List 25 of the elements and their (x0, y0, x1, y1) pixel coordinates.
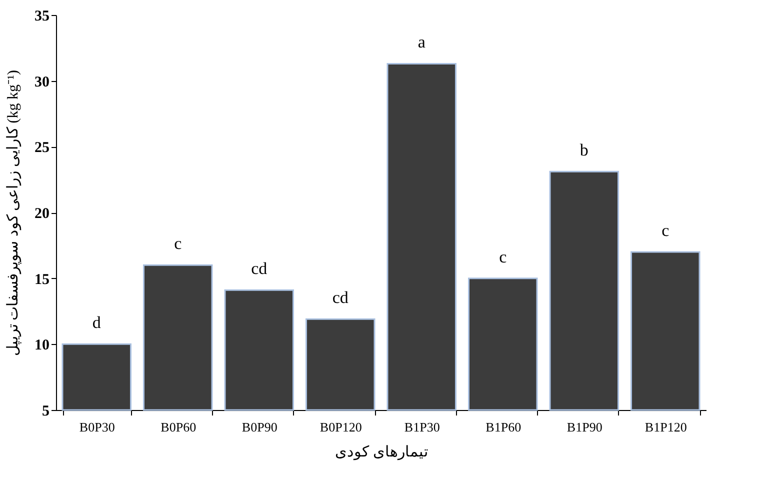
x-tick-label: B1P60 (486, 420, 522, 434)
y-tick-label: 20 (34, 206, 50, 222)
y-tick-label: 25 (34, 140, 50, 156)
x-tick-label: B0P120 (320, 420, 362, 434)
annotation: c (662, 221, 670, 240)
annotation: cd (251, 259, 268, 278)
y-tick-label: 15 (34, 272, 50, 288)
x-tick-label: B0P90 (242, 420, 278, 434)
annotation: cd (332, 288, 349, 308)
x-tick-label: B0P30 (79, 420, 115, 434)
y-axis-title: کارایی زراعی کود سوپرفسفات تریپل (kg kg⁻¹) (6, 70, 22, 356)
annotation: c (499, 247, 508, 266)
y-tick-label: 5 (42, 404, 50, 420)
x-tick-label: B0P60 (160, 420, 196, 434)
y-tick-label: 10 (34, 338, 50, 354)
y-tick-label: 30 (34, 74, 50, 90)
x-tick-label: B1P90 (566, 420, 602, 434)
x-tick-label: B1P120 (644, 420, 687, 434)
x-tick-label: B1P30 (404, 420, 440, 434)
x-axis-title: تیمارهای کودی (335, 444, 428, 460)
annotation: a (418, 32, 426, 52)
annotation: b (580, 140, 588, 160)
annotation: c (174, 234, 182, 254)
annotation: d (92, 313, 102, 332)
y-tick-label: 35 (34, 8, 50, 24)
